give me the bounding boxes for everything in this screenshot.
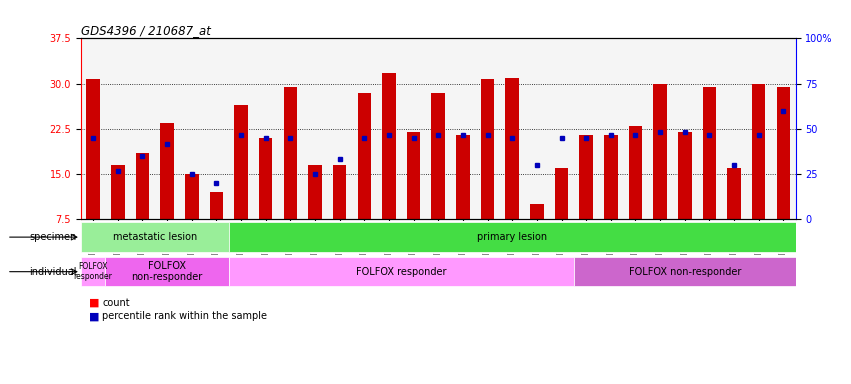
Bar [135,153,149,219]
Bar [678,132,692,219]
Bar [654,84,667,219]
Text: primary lesion: primary lesion [477,232,547,242]
Bar [481,79,494,219]
Text: FOLFOX
non-responder: FOLFOX non-responder [132,261,203,283]
Bar [407,132,420,219]
Text: metastatic lesion: metastatic lesion [112,232,197,242]
Text: FOLFOX responder: FOLFOX responder [356,266,447,277]
Bar [382,73,396,219]
Bar [629,126,643,219]
Bar [604,135,618,219]
Bar [728,168,741,219]
Text: individual: individual [29,266,77,277]
Bar [333,165,346,219]
Text: specimen: specimen [29,232,77,242]
Bar [234,104,248,219]
Bar [81,257,106,286]
Bar [777,86,790,219]
Text: GDS4396 / 210687_at: GDS4396 / 210687_at [81,24,211,37]
Bar [456,135,470,219]
Bar [87,79,100,219]
Bar [431,93,445,219]
Bar [703,86,717,219]
Bar [283,86,297,219]
Bar [505,78,519,219]
Bar [106,257,229,286]
Text: FOLFOX non-responder: FOLFOX non-responder [629,266,741,277]
Bar [555,168,568,219]
Bar [580,135,593,219]
Text: count: count [102,298,129,308]
Bar [81,222,229,252]
Bar [229,222,796,252]
Bar [111,165,124,219]
Bar [308,165,322,219]
Text: FOLFOX
responder: FOLFOX responder [74,262,112,281]
Bar [209,192,223,219]
Bar [185,174,198,219]
Bar [752,84,766,219]
Bar [574,257,796,286]
Bar [530,204,544,219]
Text: ■: ■ [89,311,100,321]
Bar [229,257,574,286]
Text: percentile rank within the sample: percentile rank within the sample [102,311,267,321]
Text: ■: ■ [89,298,100,308]
Bar [357,93,371,219]
Bar [259,138,272,219]
Bar [160,122,174,219]
